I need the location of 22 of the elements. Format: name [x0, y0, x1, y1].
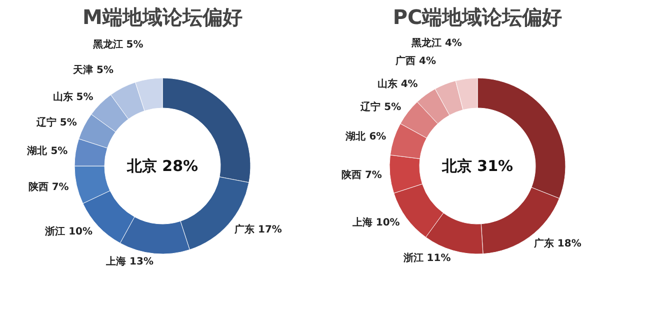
slice-label: 湖北 5% — [26, 144, 68, 157]
slice-label: 黑龙江 4% — [410, 36, 462, 49]
slice-label: 陕西 7% — [341, 169, 382, 182]
slice-label: 黑龙江 5% — [92, 38, 144, 50]
slice-label: 湖北 6% — [344, 130, 386, 142]
slice-label: 浙江 11% — [402, 252, 451, 264]
slice-label: 山东 5% — [52, 90, 94, 103]
slice-label: 天津 5% — [72, 64, 114, 76]
slice-label: 广东 17% — [234, 223, 282, 236]
slice-label: 北京 31% — [440, 157, 514, 175]
slice-label: 山东 4% — [377, 78, 418, 90]
slice-label: 北京 28% — [126, 157, 198, 175]
slice-label: 辽宁 5% — [360, 100, 402, 113]
slice-label: 辽宁 5% — [35, 116, 77, 128]
slice-label: 广西 4% — [394, 55, 436, 68]
slice-label: 上海 10% — [351, 216, 400, 228]
slice-label: 陕西 7% — [28, 180, 69, 193]
chart-title: PC端地域论坛偏好 — [392, 5, 562, 29]
slice-label: 浙江 10% — [44, 226, 93, 238]
slice-label: 广东 18% — [532, 238, 582, 250]
slice-label: 上海 13% — [105, 256, 154, 268]
chart-title: M端地域论坛偏好 — [82, 5, 242, 29]
